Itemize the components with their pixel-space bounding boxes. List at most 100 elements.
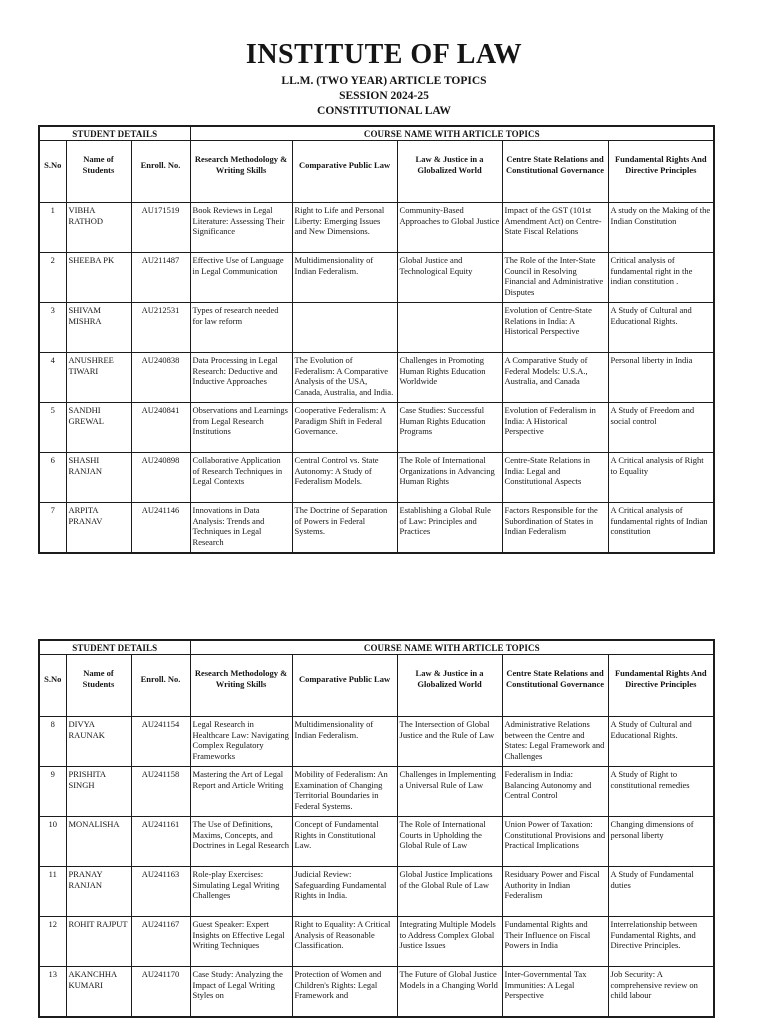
column-header-cell: Law & Justice in a Globalized World xyxy=(396,654,503,717)
table-body: 8 DIVYA RAUNAK AU241154 Legal Research in H… xyxy=(38,716,715,1018)
table-row: 6 SHASHI RANJAN AU240898 Collaborative Appl… xyxy=(38,452,715,503)
cell-article-topic: Factors Responsible for the Subordinatio… xyxy=(501,502,609,554)
cell-student-name: DIVYA RAUNAK xyxy=(65,716,132,767)
cell-article-topic: Personal liberty in India xyxy=(607,352,715,403)
column-header-cell: Comparative Public Law xyxy=(291,654,398,717)
cell-article-topic xyxy=(396,302,503,353)
cell-article-topic: The Use of Definitions, Maxims, Concepts… xyxy=(189,816,293,867)
cell-article-topic: Inter-Governmental Tax Immunities: A Leg… xyxy=(501,966,609,1018)
cell-article-topic: Union Power of Taxation: Constitutional … xyxy=(501,816,609,867)
cell-article-topic: Guest Speaker: Expert Insights on Effect… xyxy=(189,916,293,967)
cell-article-topic: A Critical analysis of fundamental right… xyxy=(607,502,715,554)
cell-article-topic: Types of research needed for law reform xyxy=(189,302,293,353)
column-header-cell: Research Methodology & Writing Skills xyxy=(189,654,293,717)
cell-enrollment-number: AU241154 xyxy=(130,716,191,767)
column-header-cell: Centre State Relations and Constitutiona… xyxy=(501,654,609,717)
table-row: 5 SANDHI GREWAL AU240841 Observations and L… xyxy=(38,402,715,453)
article-topics-table-1: STUDENT DETAILS COURSE NAME WITH ARTICLE … xyxy=(38,125,716,554)
cell-enrollment-number: AU240898 xyxy=(130,452,191,503)
cell-article-topic: Mastering the Art of Legal Report and Ar… xyxy=(189,766,293,817)
cell-enrollment-number: AU241167 xyxy=(130,916,191,967)
column-header-cell: Enroll. No. xyxy=(130,654,191,717)
table-body: 1 VIBHA RATHOD AU171519 Book Reviews in Leg… xyxy=(38,202,715,554)
column-header-cell: Research Methodology & Writing Skills xyxy=(189,140,293,203)
cell-article-topic: Right to Equality: A Critical Analysis o… xyxy=(291,916,398,967)
cell-student-name: PRANAY RANJAN xyxy=(65,866,132,917)
cell-article-topic: A Critical analysis of Right to Equality xyxy=(607,452,715,503)
cell-article-topic: Innovations in Data Analysis: Trends and… xyxy=(189,502,293,554)
cell-article-topic: Effective Use of Language in Legal Commu… xyxy=(189,252,293,303)
column-header-cell: Comparative Public Law xyxy=(291,140,398,203)
table-row: 8 DIVYA RAUNAK AU241154 Legal Research in H… xyxy=(38,716,715,767)
column-header-cell: Enroll. No. xyxy=(130,140,191,203)
table-row: 9 PRISHITA SINGH AU241158 Mastering the Art… xyxy=(38,766,715,817)
cell-article-topic xyxy=(291,302,398,353)
cell-article-topic: Integrating Multiple Models to Address C… xyxy=(396,916,503,967)
cell-article-topic: A Study of Cultural and Educational Righ… xyxy=(607,716,715,767)
table-header: STUDENT DETAILS COURSE NAME WITH ARTICLE … xyxy=(38,639,715,717)
cell-serial-number: 8 xyxy=(38,716,67,767)
cell-article-topic: A Comparative Study of Federal Models: U… xyxy=(501,352,609,403)
group-header-cell: COURSE NAME WITH ARTICLE TOPICS xyxy=(189,125,715,141)
table-row: 3 SHIVAM MISHRA AU212531 Types of research … xyxy=(38,302,715,353)
group-header-cell: STUDENT DETAILS xyxy=(38,639,191,655)
cell-article-topic: Evolution of Federalism in India: A Hist… xyxy=(501,402,609,453)
cell-serial-number: 5 xyxy=(38,402,67,453)
cell-article-topic: Job Security: A comprehensive review on … xyxy=(607,966,715,1018)
group-header-row: STUDENT DETAILS COURSE NAME WITH ARTICLE … xyxy=(38,125,715,141)
cell-article-topic: Case Studies: Successful Human Rights Ed… xyxy=(396,402,503,453)
cell-article-topic: Observations and Learnings from Legal Re… xyxy=(189,402,293,453)
column-header-cell: Fundamental Rights And Directive Princip… xyxy=(607,654,715,717)
cell-serial-number: 2 xyxy=(38,252,67,303)
cell-article-topic: A study on the Making of the Indian Cons… xyxy=(607,202,715,253)
cell-article-topic: Legal Research in Healthcare Law: Naviga… xyxy=(189,716,293,767)
cell-article-topic: The Future of Global Justice Models in a… xyxy=(396,966,503,1018)
cell-article-topic: Centre-State Relations in India: Legal a… xyxy=(501,452,609,503)
cell-article-topic: The Role of International Courts in Upho… xyxy=(396,816,503,867)
cell-article-topic: Central Control vs. State Autonomy: A St… xyxy=(291,452,398,503)
table-row: 12 ROHIT RAJPUT AU241167 Guest Speaker: Exp… xyxy=(38,916,715,967)
cell-article-topic: The Intersection of Global Justice and t… xyxy=(396,716,503,767)
cell-article-topic: A Study of Fundamental duties xyxy=(607,866,715,917)
cell-serial-number: 9 xyxy=(38,766,67,817)
cell-article-topic: Multidimensionality of Indian Federalism… xyxy=(291,716,398,767)
cell-serial-number: 3 xyxy=(38,302,67,353)
cell-serial-number: 10 xyxy=(38,816,67,867)
cell-enrollment-number: AU241158 xyxy=(130,766,191,817)
group-header-cell: COURSE NAME WITH ARTICLE TOPICS xyxy=(189,639,715,655)
cell-enrollment-number: AU240841 xyxy=(130,402,191,453)
cell-article-topic: Role-play Exercises: Simulating Legal Wr… xyxy=(189,866,293,917)
table-row: 1 VIBHA RATHOD AU171519 Book Reviews in Leg… xyxy=(38,202,715,253)
column-header-cell: S.No xyxy=(38,654,67,717)
cell-serial-number: 4 xyxy=(38,352,67,403)
subtitle-program: LL.M. (TWO YEAR) ARTICLE TOPICS xyxy=(281,75,487,87)
cell-article-topic: Administrative Relations between the Cen… xyxy=(501,716,609,767)
cell-student-name: SHASHI RANJAN xyxy=(65,452,132,503)
column-header-cell: S.No xyxy=(38,140,67,203)
cell-student-name: SANDHI GREWAL xyxy=(65,402,132,453)
document-header: INSTITUTE OF LAW LL.M. (TWO YEAR) ARTICL… xyxy=(0,0,768,118)
cell-serial-number: 12 xyxy=(38,916,67,967)
column-header-cell: Name of Students xyxy=(65,140,132,203)
cell-article-topic: Critical analysis of fundamental right i… xyxy=(607,252,715,303)
cell-serial-number: 13 xyxy=(38,966,67,1018)
cell-article-topic: Community-Based Approaches to Global Jus… xyxy=(396,202,503,253)
cell-article-topic: Residuary Power and Fiscal Authority in … xyxy=(501,866,609,917)
cell-student-name: SHEEBA PK xyxy=(65,252,132,303)
cell-article-topic: The Role of International Organizations … xyxy=(396,452,503,503)
table-row: 11 PRANAY RANJAN AU241163 Role-play Exercis… xyxy=(38,866,715,917)
table-row: 10 MONALISHA AU241161 The Use of Definition… xyxy=(38,816,715,867)
cell-enrollment-number: AU241146 xyxy=(130,502,191,554)
cell-article-topic: Evolution of Centre-State Relations in I… xyxy=(501,302,609,353)
cell-article-topic: Challenges in Promoting Human Rights Edu… xyxy=(396,352,503,403)
cell-article-topic: A Study of Right to constitutional remed… xyxy=(607,766,715,817)
cell-article-topic: Federalism in India: Balancing Autonomy … xyxy=(501,766,609,817)
cell-enrollment-number: AU212531 xyxy=(130,302,191,353)
cell-student-name: PRISHITA SINGH xyxy=(65,766,132,817)
page-title: INSTITUTE OF LAW xyxy=(245,39,523,70)
cell-article-topic: Protection of Women and Children's Right… xyxy=(291,966,398,1018)
cell-student-name: AKANCHHA KUMARI xyxy=(65,966,132,1018)
cell-article-topic: Mobility of Federalism: An Examination o… xyxy=(291,766,398,817)
cell-enrollment-number: AU211487 xyxy=(130,252,191,303)
cell-enrollment-number: AU241170 xyxy=(130,966,191,1018)
